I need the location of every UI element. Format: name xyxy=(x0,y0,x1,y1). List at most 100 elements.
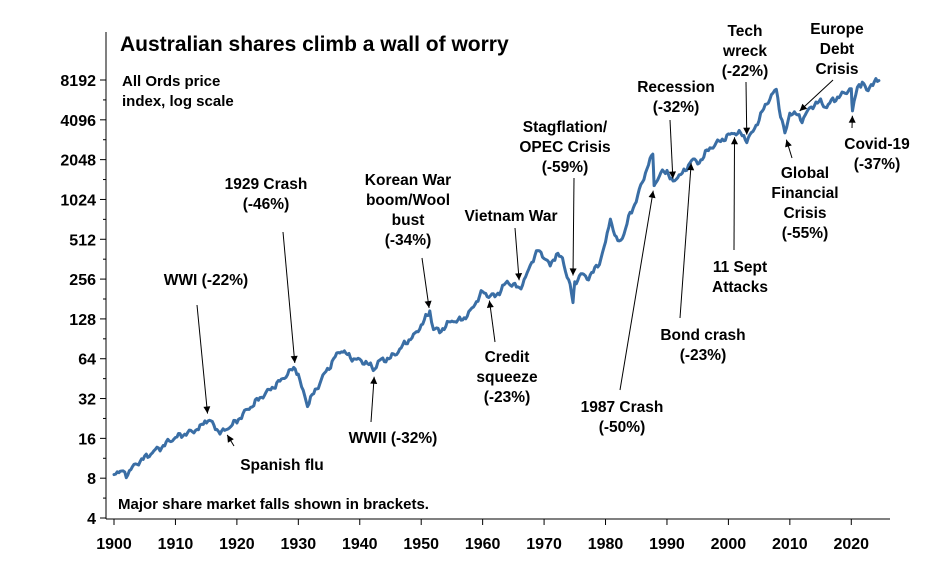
annotation-label-line: (-55%) xyxy=(782,225,829,242)
annotation-arrow-line xyxy=(282,231,296,364)
annotation-arrow-line xyxy=(679,163,692,319)
y-tick-label: 16 xyxy=(78,431,96,448)
annotation-label: Global Financial Crisis (-55%) xyxy=(771,165,838,242)
annotation: Covid-19 (-37%) xyxy=(844,115,910,173)
y-tick-label: 1024 xyxy=(60,192,96,209)
annotation-label: Bond crash (-23%) xyxy=(660,327,745,364)
annotation-label-line: WWII (-32%) xyxy=(349,430,438,447)
annotation-arrow-line xyxy=(421,257,430,309)
annotation-arrow-head xyxy=(569,268,577,276)
annotation-arrow-line xyxy=(745,81,748,135)
annotation-arrow-head xyxy=(424,300,432,308)
annotation-arrow-head xyxy=(515,273,523,281)
annotation-label-line: Covid-19 xyxy=(844,136,910,153)
annotation-label-line: Financial xyxy=(771,185,838,202)
annotation-label-line: Credit xyxy=(485,349,530,366)
annotation: Korean War boom/Wool bust (-34%) xyxy=(365,172,451,309)
annotation-arrow-head xyxy=(743,127,751,135)
annotation-label-line: Crisis xyxy=(815,61,858,78)
annotation-label-line: Recession xyxy=(637,79,715,96)
chart-note: Major share market falls shown in bracke… xyxy=(118,496,429,513)
x-tick-label: 2020 xyxy=(833,536,869,553)
x-tick-label: 1980 xyxy=(588,536,624,553)
y-tick-label: 8 xyxy=(87,471,96,488)
annotation-label: Europe Debt Crisis xyxy=(810,21,864,78)
annotation-arrow-line xyxy=(733,137,736,251)
annotation-arrow-line xyxy=(370,376,375,423)
annotation-label: WWI (-22%) xyxy=(164,272,248,289)
annotation-label: 1987 Crash (-50%) xyxy=(581,399,664,436)
annotation: 1987 Crash (-50%) xyxy=(581,190,664,436)
annotation-label-line: bust xyxy=(392,212,425,229)
series-line-all-ords xyxy=(112,77,881,480)
y-tick-label: 4 xyxy=(87,511,96,528)
annotation-label-line: wreck xyxy=(722,43,767,60)
annotation-arrow-head xyxy=(785,139,792,148)
annotation-label-line: Bond crash xyxy=(660,327,745,344)
annotation-arrow-head xyxy=(370,376,378,384)
y-tick-label: 64 xyxy=(78,352,96,369)
annotation: Tech wreck (-22%) xyxy=(722,23,769,135)
annotation-arrow-line xyxy=(799,79,834,112)
annotation: Bond crash (-23%) xyxy=(660,163,746,364)
annotation-label-line: boom/Wool xyxy=(366,192,450,209)
series-layer xyxy=(112,77,881,480)
annotation-arrow-head xyxy=(799,103,808,111)
annotation: WWII (-32%) xyxy=(349,376,438,447)
x-tick-label: 2000 xyxy=(711,536,747,553)
annotation-arrow-head xyxy=(669,171,676,179)
x-tick-label: 1940 xyxy=(342,536,378,553)
annotation: Credit squeeze (-23%) xyxy=(476,300,538,406)
x-tick-label: 2010 xyxy=(772,536,808,553)
annotation-arrow-line xyxy=(619,190,654,391)
annotation-label-line: squeeze xyxy=(476,369,538,386)
annotation-label-line: Global xyxy=(781,165,829,182)
annotation: Europe Debt Crisis xyxy=(799,21,864,112)
annotation: Recession (-32%) xyxy=(637,79,715,179)
annotation-label-line: 1987 Crash xyxy=(581,399,664,416)
annotation-label: Credit squeeze (-23%) xyxy=(476,349,538,406)
annotation-arrow-line xyxy=(514,227,520,281)
annotation-label: Covid-19 (-37%) xyxy=(844,136,910,173)
annotation-label-line: Debt xyxy=(820,41,854,58)
annotation-arrow-head xyxy=(731,137,738,145)
annotation: Vietnam War xyxy=(464,208,558,281)
annotation-label-line: Korean War xyxy=(365,172,451,189)
annotation: Spanish flu xyxy=(226,434,324,474)
annotation-label-line: Europe xyxy=(810,21,864,38)
annotation-label-line: OPEC Crisis xyxy=(519,139,610,156)
annotation-label-line: (-46%) xyxy=(243,196,290,213)
annotation-arrow-head xyxy=(848,115,856,123)
annotation-arrow-head xyxy=(203,406,211,414)
x-tick-label: 1910 xyxy=(158,536,194,553)
x-tick-label: 1900 xyxy=(96,536,132,553)
annotation-label: Tech wreck (-22%) xyxy=(722,23,769,80)
y-tick-label: 32 xyxy=(78,392,96,409)
annotation-arrow-head xyxy=(290,355,298,363)
y-tick-label: 8192 xyxy=(60,73,96,90)
annotation-layer: WWI (-22%) Spanish flu 1929 Crash (-46%) WWI… xyxy=(164,21,910,474)
annotation-arrow-head xyxy=(687,163,695,171)
annotation-label-line: Vietnam War xyxy=(464,208,557,225)
x-tick-label: 1920 xyxy=(219,536,255,553)
annotation-label-line: (-22%) xyxy=(722,63,769,80)
y-tick-label: 512 xyxy=(69,232,96,249)
annotation-label: 1929 Crash (-46%) xyxy=(225,176,308,213)
annotation-arrow-head xyxy=(227,434,234,443)
annotation: WWI (-22%) xyxy=(164,272,248,414)
annotation-label: 11 Sept Attacks xyxy=(712,259,768,296)
annotation-arrow-head xyxy=(648,190,656,199)
annotation-label-line: (-23%) xyxy=(680,347,727,364)
annotation: 1929 Crash (-46%) xyxy=(225,176,308,364)
annotation-label: WWII (-32%) xyxy=(349,430,438,447)
annotation-arrow-head xyxy=(486,300,494,308)
x-tick-label: 1950 xyxy=(403,536,439,553)
annotation: 11 Sept Attacks xyxy=(712,137,768,296)
annotation-label-line: Crisis xyxy=(783,205,826,222)
annotation-label-line: Stagflation/ xyxy=(523,119,608,136)
annotation-label-line: (-23%) xyxy=(484,389,531,406)
annotation-label: Korean War boom/Wool bust (-34%) xyxy=(365,172,451,249)
annotation: Global Financial Crisis (-55%) xyxy=(771,139,839,242)
y-tick-label: 4096 xyxy=(60,113,96,130)
annotation-label-line: WWI (-22%) xyxy=(164,272,248,289)
